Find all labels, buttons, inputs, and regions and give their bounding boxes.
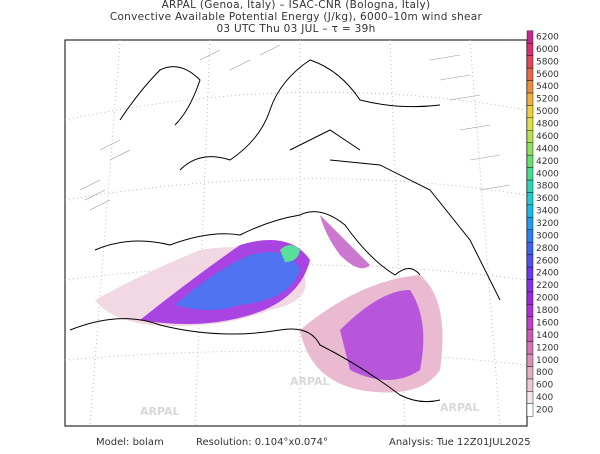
header-line: Convective Available Potential Energy (J… <box>110 11 483 23</box>
colorbar-label: 6200 <box>536 33 559 43</box>
colorbar-swatch <box>526 204 534 218</box>
colorbar-swatch <box>526 154 534 168</box>
colorbar-swatch <box>526 92 534 106</box>
colorbar-swatch <box>526 328 534 342</box>
watermark: ARPAL <box>290 375 330 388</box>
colorbar-swatch <box>526 80 534 94</box>
colorbar-swatch <box>526 192 534 206</box>
watermark: ARPAL <box>440 401 480 414</box>
colorbar-label: 5800 <box>536 57 559 67</box>
colorbar-swatch <box>526 142 534 156</box>
colorbar-label: 1800 <box>536 306 559 316</box>
colorbar-swatch <box>526 67 534 81</box>
colorbar-label: 1200 <box>536 343 559 353</box>
watermark: ARPAL <box>140 405 180 418</box>
colorbar-label: 400 <box>536 393 553 403</box>
colorbar-label: 5600 <box>536 70 559 80</box>
colorbar-swatch <box>526 30 534 44</box>
colorbar: 200 400 600 800 1000 1200 1400 1600 1800 2000 2200… <box>526 30 559 417</box>
colorbar-label: 2000 <box>536 294 559 304</box>
colorbar-swatch <box>526 130 534 143</box>
colorbar-swatch <box>526 229 534 243</box>
colorbar-label: 5400 <box>536 82 559 92</box>
colorbar-swatch <box>526 391 534 404</box>
colorbar-label: 3200 <box>536 219 559 229</box>
colorbar-swatch <box>526 105 534 119</box>
colorbar-label: 2400 <box>536 269 559 279</box>
colorbar-swatch <box>526 241 534 255</box>
colorbar-swatch <box>526 304 534 317</box>
header-line: 03 UTC Thu 03 JUL – τ = 39h <box>216 23 375 35</box>
colorbar-label: 3800 <box>536 182 559 192</box>
colorbar-label: 1000 <box>536 356 559 366</box>
colorbar-label: 1600 <box>536 318 559 328</box>
colorbar-swatch <box>526 254 534 268</box>
colorbar-label: 1400 <box>536 331 559 341</box>
colorbar-swatch <box>526 117 534 131</box>
colorbar-label: 3000 <box>536 231 559 241</box>
colorbar-label: 3400 <box>536 207 559 217</box>
colorbar-label: 2200 <box>536 281 559 291</box>
colorbar-swatch <box>526 291 534 305</box>
map: ARPAL ARPAL ARPAL <box>64 39 528 427</box>
footer-resolution: Resolution: 0.104°x0.074° <box>196 437 328 448</box>
colorbar-swatch <box>526 43 534 56</box>
colorbar-swatch <box>526 378 534 392</box>
colorbar-label: 2600 <box>536 256 559 266</box>
colorbar-swatch <box>526 279 534 293</box>
colorbar-label: 800 <box>536 368 553 378</box>
colorbar-swatch <box>526 167 534 181</box>
colorbar-swatch <box>526 217 534 230</box>
colorbar-swatch <box>526 179 534 193</box>
colorbar-label: 200 <box>536 406 553 416</box>
colorbar-swatch <box>526 316 534 330</box>
colorbar-swatch <box>526 55 534 69</box>
colorbar-label: 5000 <box>536 107 559 117</box>
colorbar-label: 4000 <box>536 169 559 179</box>
colorbar-swatch <box>526 341 534 355</box>
colorbar-label: 3600 <box>536 194 559 204</box>
colorbar-label: 2800 <box>536 244 559 254</box>
colorbar-label: 6000 <box>536 45 559 55</box>
colorbar-swatch <box>526 353 534 367</box>
colorbar-swatch <box>526 403 534 417</box>
header-line: ARPAL (Genoa, Italy) – ISAC-CNR (Bologna… <box>162 0 431 11</box>
colorbar-label: 4200 <box>536 157 559 167</box>
colorbar-label: 4600 <box>536 132 559 142</box>
colorbar-label: 4800 <box>536 120 559 130</box>
footer-analysis: Analysis: Tue 12Z01JUL2025 <box>389 437 531 448</box>
footer-model: Model: bolam <box>96 437 164 448</box>
colorbar-label: 600 <box>536 381 553 391</box>
colorbar-swatch <box>526 366 534 380</box>
colorbar-label: 4400 <box>536 144 559 154</box>
colorbar-swatch <box>526 266 534 280</box>
colorbar-label: 5200 <box>536 95 559 105</box>
